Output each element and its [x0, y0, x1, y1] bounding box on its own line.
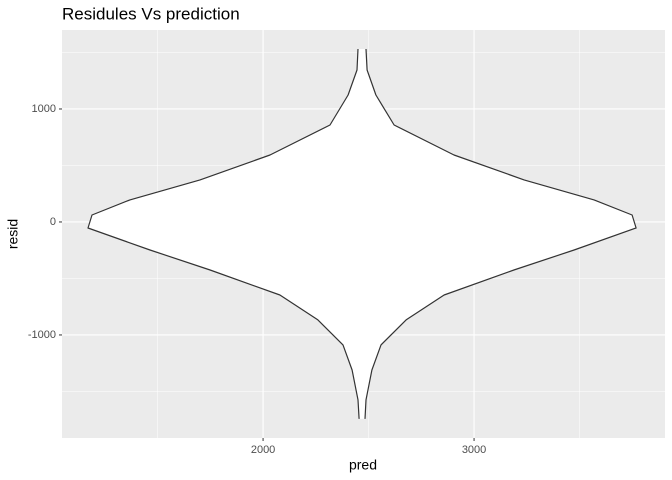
x-tick-label: 3000	[462, 444, 486, 456]
y-tick-label: -1000	[28, 329, 56, 341]
violin-half-fill	[362, 48, 637, 419]
y-tick-label: 0	[50, 216, 56, 228]
violin-outline	[364, 48, 637, 419]
violin-outline	[87, 48, 360, 419]
y-tick-label: 1000	[32, 103, 56, 115]
y-axis-label: resid	[5, 219, 21, 249]
x-axis-label: pred	[349, 457, 377, 473]
marks	[87, 48, 637, 419]
chart-title: Residules Vs prediction	[62, 4, 240, 23]
violin-half-fill	[88, 48, 363, 419]
x-tick-label: 2000	[251, 444, 275, 456]
